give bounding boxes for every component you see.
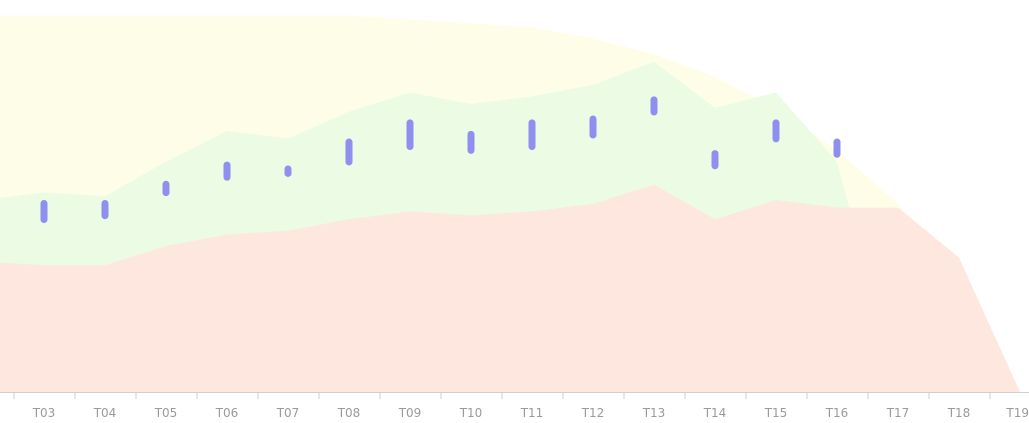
range-marker-t08 — [345, 138, 353, 166]
background-bands — [0, 15, 1020, 392]
range-marker-t16 — [833, 138, 841, 158]
x-axis-tick-labels: T03 T04 T05 T06 T07 T08 T09 T10 T11 T12 T13 T14 T15 T… — [32, 406, 1029, 420]
x-tick-label-t06: T06 — [215, 406, 239, 420]
x-tick-label-t07: T07 — [276, 406, 300, 420]
range-marker-t15 — [772, 119, 780, 143]
range-marker-t05 — [162, 180, 170, 197]
range-marker-t10 — [467, 130, 475, 154]
x-tick-label-t19: T19 — [1005, 406, 1029, 420]
x-tick-label-t17: T17 — [886, 406, 910, 420]
range-marker-t12 — [589, 115, 597, 139]
range-marker-t09 — [406, 119, 414, 151]
x-tick-label-t05: T05 — [154, 406, 178, 420]
range-marker-t14 — [711, 150, 719, 170]
x-tick-label-t12: T12 — [581, 406, 605, 420]
red-band — [0, 184, 1020, 392]
x-tick-label-t15: T15 — [764, 406, 788, 420]
range-marker-t07 — [284, 165, 292, 177]
x-tick-label-t11: T11 — [520, 406, 544, 420]
range-marker-t13 — [650, 96, 658, 116]
x-axis: T03 T04 T05 T06 T07 T08 T09 T10 T11 T12 T13 T14 T15 T… — [0, 392, 1029, 420]
x-tick-label-t18: T18 — [947, 406, 971, 420]
range-marker-t11 — [528, 119, 536, 151]
x-axis-ticks — [13, 392, 991, 399]
range-marker-t06 — [223, 161, 231, 181]
x-tick-label-t10: T10 — [459, 406, 483, 420]
x-tick-label-t03: T03 — [32, 406, 56, 420]
range-marker-t03 — [40, 200, 48, 224]
x-tick-label-t09: T09 — [398, 406, 422, 420]
x-tick-label-t04: T04 — [93, 406, 117, 420]
range-markers — [40, 96, 841, 224]
x-tick-label-t13: T13 — [642, 406, 666, 420]
x-tick-label-t14: T14 — [703, 406, 727, 420]
x-tick-label-t08: T08 — [337, 406, 361, 420]
range-marker-t04 — [101, 200, 109, 220]
x-tick-label-t16: T16 — [825, 406, 849, 420]
